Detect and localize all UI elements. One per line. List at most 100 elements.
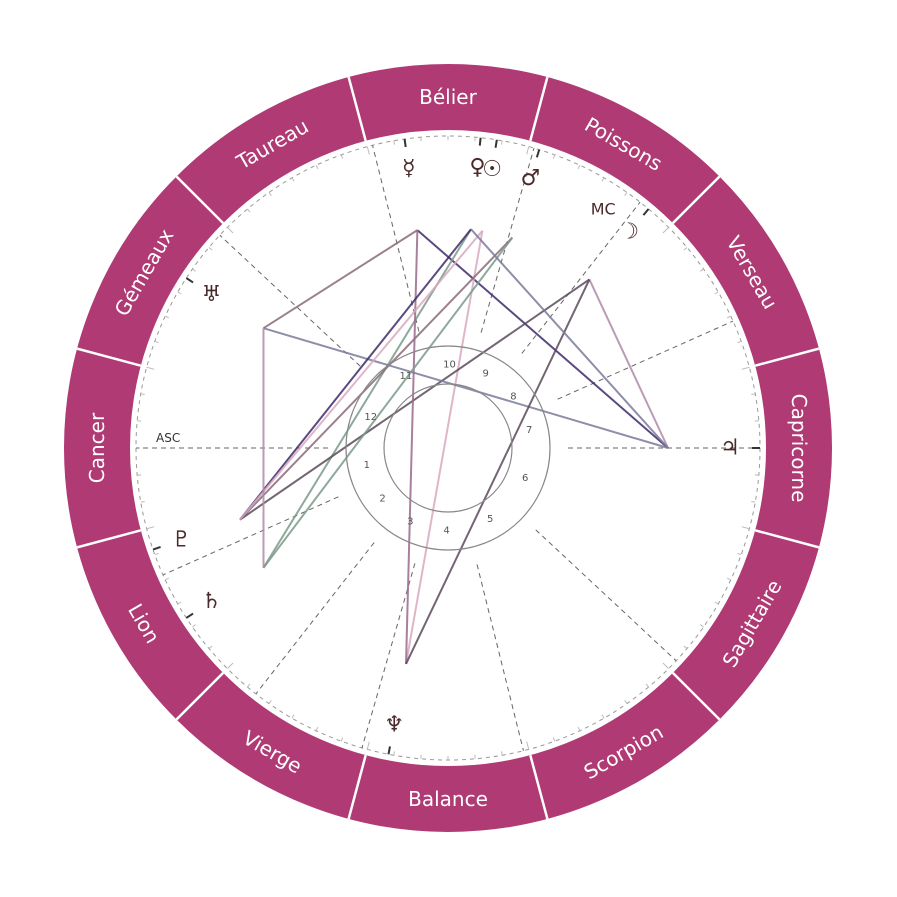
degree-tick xyxy=(247,208,251,213)
degree-tick xyxy=(751,500,756,503)
house-cusp-5 xyxy=(476,564,524,751)
degree-tick xyxy=(208,247,213,251)
house-number-12: 12 xyxy=(364,412,377,423)
aspect-line xyxy=(405,279,591,665)
aspect-line xyxy=(262,229,418,330)
degree-tick xyxy=(154,340,159,344)
degree-tick xyxy=(208,645,213,649)
sign-divider xyxy=(175,175,225,225)
degree-tick xyxy=(291,714,295,719)
degree-tick xyxy=(751,393,756,396)
degree-tick xyxy=(577,726,581,731)
house-number-9: 9 xyxy=(482,369,488,380)
uranus-position-tick xyxy=(185,277,194,284)
degree-tick xyxy=(291,177,295,182)
degree-tick xyxy=(315,165,319,170)
house-cusp-4 xyxy=(361,563,416,749)
degree-tick xyxy=(526,741,530,750)
house-number-3: 3 xyxy=(407,516,413,527)
moon-position-tick xyxy=(642,208,650,216)
aspect-line xyxy=(405,230,419,664)
mercury-position-tick xyxy=(403,138,407,148)
saturn-position-tick xyxy=(185,612,194,619)
sign-divider xyxy=(76,529,142,549)
degree-tick xyxy=(227,227,234,234)
house-number-10: 10 xyxy=(443,360,456,371)
zodiac-ring: BélierTaureauGémeauxCancerLionViergeBala… xyxy=(64,64,832,832)
sign-divider xyxy=(754,529,820,549)
planet-glyphs: ☿ ♀☉ ♂ ☽ ♃ ♅ ♇ ♄ ♆ xyxy=(152,137,760,755)
house-ring-inner xyxy=(383,383,513,513)
sign-label-0: Bélier xyxy=(419,85,477,109)
degree-tick xyxy=(340,737,344,742)
degree-tick xyxy=(624,700,628,704)
sun-icon: ☉ xyxy=(482,157,502,182)
degree-tick xyxy=(683,247,688,251)
jupiter-icon: ♃ xyxy=(720,436,740,461)
degree-tick xyxy=(140,393,145,396)
house-cusp-8 xyxy=(557,320,734,400)
degree-tick xyxy=(500,751,503,756)
sign-divider xyxy=(347,76,367,142)
house-number-7: 7 xyxy=(526,425,532,436)
sign-divider xyxy=(347,754,367,820)
house-cusp-2 xyxy=(162,496,339,576)
degree-tick xyxy=(726,315,731,319)
degree-tick xyxy=(577,165,581,170)
moon-icon: ☽ xyxy=(619,219,639,244)
sign-label-6: Balance xyxy=(408,787,488,811)
degree-tick xyxy=(146,366,155,370)
degree-tick xyxy=(146,526,155,530)
degree-tick xyxy=(737,552,742,556)
degree-tick xyxy=(601,714,605,719)
house-number-6: 6 xyxy=(522,473,528,484)
neptune-icon: ♆ xyxy=(384,712,404,737)
pluto-icon: ♇ xyxy=(171,527,191,552)
degree-tick xyxy=(526,146,530,155)
aspect-line xyxy=(588,279,669,449)
house-cusp-12 xyxy=(219,234,361,367)
house-cusp-10 xyxy=(480,147,535,333)
house-number-8: 8 xyxy=(510,391,516,402)
aspect-line xyxy=(470,228,669,449)
house-number-1: 1 xyxy=(364,460,370,471)
sign-divider xyxy=(754,347,820,367)
degree-tick xyxy=(683,645,688,649)
house-ring-outer xyxy=(345,345,551,551)
degree-tick xyxy=(165,577,170,581)
degree-tick xyxy=(552,154,556,159)
sign-divider xyxy=(529,76,549,142)
degree-tick xyxy=(268,192,272,196)
degree-tick xyxy=(154,552,159,556)
degree-tick xyxy=(552,737,556,742)
sign-divider xyxy=(529,754,549,820)
mercury-icon: ☿ xyxy=(402,156,416,181)
degree-tick xyxy=(741,526,750,530)
uranus-icon: ♅ xyxy=(202,282,222,307)
degree-tick xyxy=(177,601,182,605)
degree-tick xyxy=(177,291,182,295)
degree-tick xyxy=(393,140,396,145)
aspect-lines xyxy=(239,228,669,665)
house-number-11: 11 xyxy=(400,371,413,382)
aspect-line xyxy=(239,230,484,521)
degree-tick xyxy=(714,291,719,295)
degree-tick xyxy=(726,577,731,581)
venus-position-tick xyxy=(478,137,482,146)
sign-divider xyxy=(76,347,142,367)
degree-tick xyxy=(601,177,605,182)
degree-tick xyxy=(192,268,196,272)
degree-tick xyxy=(315,726,319,731)
degree-tick xyxy=(393,751,396,756)
zodiac-band xyxy=(64,64,832,832)
degree-tick xyxy=(192,624,196,628)
neptune-position-tick xyxy=(387,746,391,755)
degree-tick xyxy=(737,340,742,344)
saturn-icon: ♄ xyxy=(202,589,222,614)
asc-label: ASC xyxy=(156,431,180,445)
degree-tick xyxy=(340,154,344,159)
aspect-line xyxy=(239,236,514,521)
house-number-4: 4 xyxy=(443,525,449,536)
